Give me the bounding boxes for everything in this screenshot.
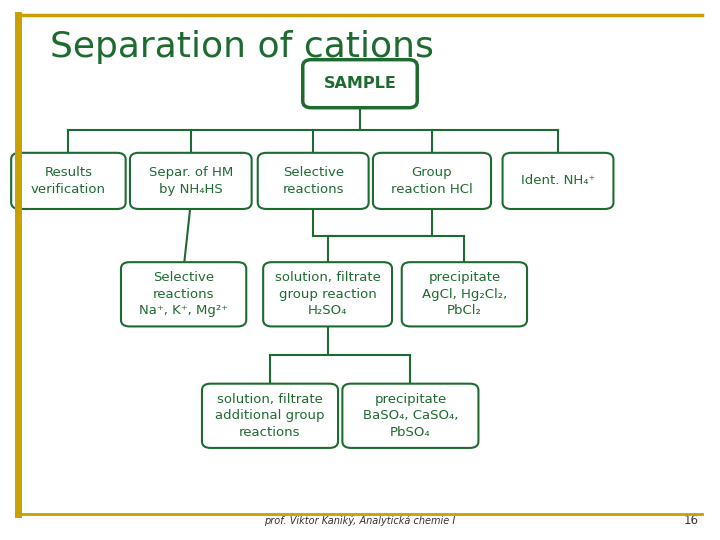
Text: SAMPLE: SAMPLE [323, 76, 397, 91]
Text: Group
reaction HCl: Group reaction HCl [391, 166, 473, 195]
FancyBboxPatch shape [258, 153, 369, 209]
FancyBboxPatch shape [302, 60, 418, 108]
FancyBboxPatch shape [402, 262, 527, 326]
Text: precipitate
AgCl, Hg₂Cl₂,
PbCl₂: precipitate AgCl, Hg₂Cl₂, PbCl₂ [422, 271, 507, 318]
Text: prof. Viktor Kanìký, Analytická chemie I: prof. Viktor Kanìký, Analytická chemie I [264, 516, 456, 526]
Text: precipitate
BaSO₄, CaSO₄,
PbSO₄: precipitate BaSO₄, CaSO₄, PbSO₄ [363, 393, 458, 439]
FancyBboxPatch shape [11, 153, 125, 209]
FancyBboxPatch shape [373, 153, 491, 209]
Text: Ident. NH₄⁺: Ident. NH₄⁺ [521, 174, 595, 187]
Text: solution, filtrate
group reaction
H₂SO₄: solution, filtrate group reaction H₂SO₄ [274, 271, 381, 318]
Text: solution, filtrate
additional group
reactions: solution, filtrate additional group reac… [215, 393, 325, 439]
FancyBboxPatch shape [121, 262, 246, 326]
FancyBboxPatch shape [202, 383, 338, 448]
FancyBboxPatch shape [503, 153, 613, 209]
FancyBboxPatch shape [130, 153, 252, 209]
Text: 16: 16 [683, 514, 698, 526]
Text: Selective
reactions
Na⁺, K⁺, Mg²⁺: Selective reactions Na⁺, K⁺, Mg²⁺ [139, 271, 228, 318]
Text: Selective
reactions: Selective reactions [282, 166, 344, 195]
Text: Separ. of HM
by NH₄HS: Separ. of HM by NH₄HS [148, 166, 233, 195]
FancyBboxPatch shape [343, 383, 478, 448]
Text: Results
verification: Results verification [31, 166, 106, 195]
FancyBboxPatch shape [264, 262, 392, 326]
Text: Separation of cations: Separation of cations [50, 30, 434, 64]
